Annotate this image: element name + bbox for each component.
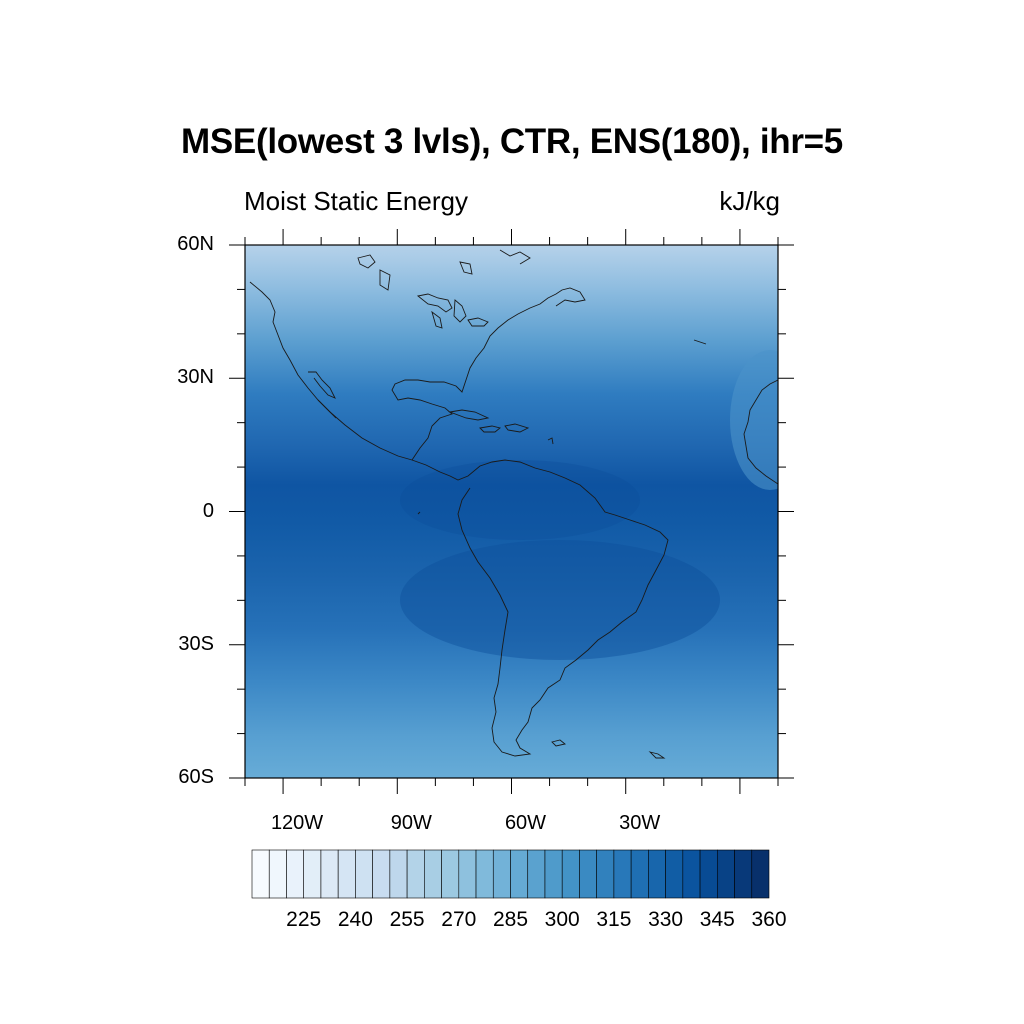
plot-title: MSE(lowest 3 lvls), CTR, ENS(180), ihr=5	[181, 122, 843, 161]
colorbar-box	[475, 849, 494, 899]
colorbar-box	[406, 849, 425, 899]
colorbar-box	[424, 849, 442, 899]
colorbar	[251, 849, 770, 899]
colorbar-label: 300	[544, 908, 580, 931]
colorbar-box	[268, 849, 287, 899]
colorbar-box	[751, 849, 770, 899]
colorbar-box	[682, 849, 701, 899]
lon-tick-label: 120W	[270, 812, 324, 834]
colorbar-label: 225	[286, 908, 322, 931]
axis-ticks	[229, 229, 794, 794]
colorbar-box	[441, 849, 460, 899]
colorbar-label: 315	[596, 908, 632, 931]
colorbar-box	[561, 849, 580, 899]
colorbar-label: 270	[441, 908, 477, 931]
colorbar-box	[458, 849, 477, 899]
colorbar-box	[648, 849, 666, 899]
colorbar-box	[734, 849, 753, 899]
colorbar-box	[699, 849, 718, 899]
lon-tick-label: 90W	[390, 812, 432, 834]
colorbar-box	[355, 849, 373, 899]
colorbar-box	[251, 849, 270, 899]
mse-field	[245, 245, 778, 778]
colorbar-box	[665, 849, 684, 899]
colorbar-box	[527, 849, 546, 899]
colorbar-label: 330	[648, 908, 684, 931]
colorbar-label: 255	[389, 908, 425, 931]
colorbar-label: 285	[492, 908, 529, 931]
lon-tick-label: 30W	[619, 812, 661, 834]
colorbar-label: 240	[337, 908, 373, 931]
coastlines	[249, 249, 778, 759]
colorbar-box	[544, 849, 563, 899]
lat-tick-label: 30N	[177, 366, 214, 389]
colorbar-box	[320, 849, 339, 899]
colorbar-box	[492, 849, 511, 899]
left-subtitle: Moist Static Energy	[244, 186, 468, 216]
lat-tick-label: 30S	[178, 632, 214, 655]
colorbar-box	[510, 849, 529, 899]
colorbar-box	[389, 849, 408, 899]
colorbar-box	[286, 849, 305, 899]
colorbar-box	[596, 849, 615, 899]
colorbar-label: 345	[699, 908, 735, 931]
colorbar-box	[613, 849, 632, 899]
colorbar-box	[630, 849, 649, 899]
colorbar-box	[372, 849, 391, 899]
lon-tick-label: 60W	[504, 812, 547, 834]
lat-tick-label: 60N	[177, 233, 214, 255]
colorbar-box	[303, 849, 322, 899]
units-subtitle: kJ/kg	[719, 186, 780, 216]
lat-tick-label: 0	[202, 499, 214, 522]
colorbar-box	[337, 849, 356, 899]
lat-tick-label: 60S	[178, 766, 214, 788]
colorbar-box	[716, 849, 735, 899]
colorbar-label: 360	[751, 908, 787, 931]
colorbar-box	[579, 849, 597, 899]
